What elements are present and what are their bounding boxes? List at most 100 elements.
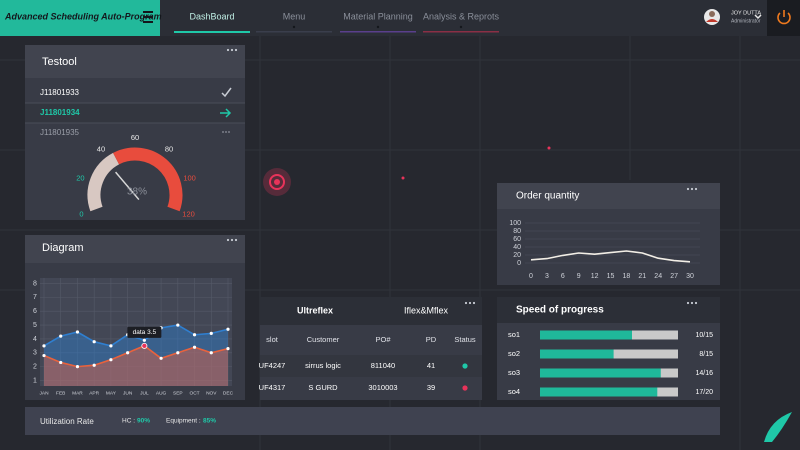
more-icon[interactable] — [234, 238, 238, 242]
x-tick-label: 3 — [545, 273, 549, 280]
more-icon[interactable] — [230, 48, 234, 52]
x-tick-label: 6 — [561, 273, 565, 280]
y-tick-label: 3 — [33, 350, 37, 357]
gauge-tick-label: 120 — [182, 209, 195, 218]
panel-title: Diagram — [42, 242, 84, 254]
table-cell: 811040 — [371, 361, 395, 370]
app-title: Advanced Scheduling Auto-Program — [4, 11, 162, 21]
table-cell: 39 — [427, 383, 435, 392]
tooltip-text: data 3.5 — [133, 329, 157, 336]
nav-item[interactable]: DashBoard — [189, 11, 234, 21]
gauge-band — [87, 152, 120, 212]
more-icon[interactable] — [230, 238, 234, 242]
more-icon[interactable] — [464, 301, 468, 305]
progress-bar — [540, 330, 632, 340]
more-icon[interactable] — [690, 187, 694, 191]
more-icon[interactable] — [222, 131, 230, 133]
panel-title: Speed of progress — [516, 305, 604, 316]
status-dot — [462, 363, 468, 369]
x-tick-label: DEC — [223, 390, 234, 396]
area — [44, 325, 228, 386]
nav-item[interactable]: Analysis & Reprots — [423, 11, 500, 21]
x-tick-label: 21 — [638, 273, 646, 280]
column-header: slot — [266, 335, 279, 344]
equipment-value: 85% — [203, 418, 216, 425]
arrow-icon[interactable] — [220, 108, 232, 118]
y-tick-label: 20 — [513, 252, 521, 259]
user-name: JOY DUTTA — [731, 10, 761, 16]
nav-underline — [423, 31, 499, 33]
more-icon[interactable] — [686, 187, 690, 191]
menu-icon[interactable] — [143, 11, 153, 23]
more-icon[interactable] — [694, 301, 698, 305]
y-tick-label: 60 — [513, 236, 521, 243]
panel-title: Order quantity — [516, 191, 579, 202]
x-tick-label: AUG — [156, 390, 167, 396]
table-group-header — [260, 297, 482, 325]
y-tick-label: 100 — [509, 220, 521, 227]
progress-label: 8/15 — [699, 351, 713, 358]
more-icon[interactable] — [472, 301, 476, 305]
y-tick-label: 7 — [33, 294, 37, 301]
point — [92, 340, 96, 344]
point — [92, 363, 96, 367]
gauge-needle — [115, 171, 140, 201]
avatar — [709, 11, 715, 17]
nav-dot — [292, 25, 296, 29]
gauge-tick-label: 40 — [97, 144, 105, 153]
hc-label: HC : — [122, 418, 135, 425]
table-cell: 3010003 — [368, 383, 397, 392]
point — [192, 345, 197, 349]
line — [530, 250, 691, 263]
nav-underline — [340, 31, 416, 33]
point — [176, 351, 180, 355]
y-tick-label: 4 — [33, 336, 37, 343]
glow — [269, 174, 285, 190]
utilization-bar — [25, 407, 720, 435]
more-icon[interactable] — [690, 301, 694, 305]
status-dot — [462, 385, 468, 391]
x-tick-label: SEP — [173, 390, 183, 396]
group-header: Iflex&Mflex — [404, 305, 449, 315]
more-icon[interactable] — [234, 48, 238, 52]
y-tick-label: 6 — [33, 308, 37, 315]
list-item[interactable]: J11801933 — [40, 88, 80, 97]
hc-value: 90% — [137, 418, 150, 425]
progress-label: 17/20 — [695, 389, 713, 396]
point — [209, 351, 213, 355]
table-cell: 41 — [427, 361, 435, 370]
point — [42, 353, 46, 358]
point — [226, 327, 230, 331]
tooltip — [127, 326, 162, 338]
utilization-title: Utilization Rate — [40, 417, 94, 426]
more-icon[interactable] — [226, 238, 230, 242]
user-menu-chevron[interactable] — [754, 14, 762, 20]
x-tick-label: 0 — [529, 273, 533, 280]
x-tick-label: JUL — [140, 390, 149, 396]
more-icon[interactable] — [686, 301, 690, 305]
check-icon[interactable] — [221, 87, 232, 98]
point — [42, 344, 46, 348]
list-item[interactable]: J11801935 — [40, 128, 80, 137]
y-tick-label: 0 — [517, 260, 521, 267]
table-cell: UF4247 — [259, 361, 286, 370]
panel-header — [25, 235, 245, 263]
more-icon[interactable] — [468, 301, 472, 305]
y-tick-label: 2 — [33, 363, 37, 370]
x-tick-label: MAR — [72, 390, 83, 396]
glow — [274, 179, 280, 185]
x-tick-label: 15 — [607, 273, 615, 280]
progress-label: 14/16 — [695, 370, 713, 377]
y-tick-label: 1 — [33, 377, 37, 384]
progress-name: so1 — [508, 330, 520, 339]
progress-label: 10/15 — [695, 332, 713, 339]
power-block[interactable] — [767, 0, 800, 36]
nav-item[interactable]: Material Planning — [343, 11, 413, 21]
more-icon[interactable] — [694, 187, 698, 191]
progress-bar — [540, 387, 658, 397]
point — [126, 351, 130, 355]
nav-item[interactable]: Menu — [283, 11, 306, 21]
panel-title: Testool — [42, 56, 77, 68]
list-item[interactable]: J11801934 — [40, 108, 80, 117]
more-icon[interactable] — [226, 48, 230, 52]
